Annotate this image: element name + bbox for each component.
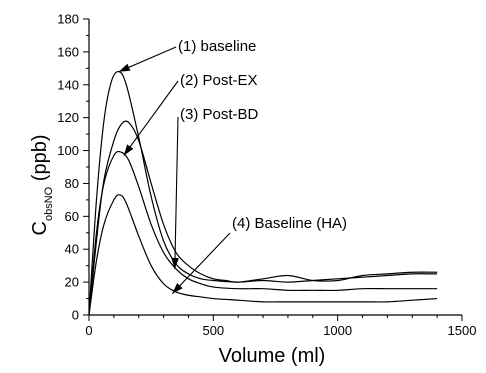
series-line-2 (88, 120, 438, 316)
y-tick-label: 180 (57, 12, 79, 27)
annotation-arrowhead-4 (172, 283, 183, 294)
y-tick-label: 0 (72, 308, 79, 323)
annotation-label-4: (4) Baseline (HA) (232, 215, 347, 232)
series-line-4 (88, 194, 438, 316)
y-tick-label: 20 (65, 275, 79, 290)
annotation-label-2: (2) Post-EX (180, 72, 258, 89)
annotation-arrowhead-1 (118, 63, 131, 72)
y-tick-label: 40 (65, 242, 79, 257)
major-ticks (83, 18, 463, 321)
y-axis-title-main: C (29, 221, 51, 235)
y-tick-label: 80 (65, 176, 79, 191)
x-tick-label: 1500 (448, 323, 477, 338)
y-tick-label: 120 (57, 110, 79, 125)
annotation-arrow-line-2 (123, 80, 179, 156)
y-axis-title-unit: (ppb) (29, 135, 51, 187)
tick-labels: 0 500 1000 1500 0 20 40 60 80 100 120 140 160 180 (57, 12, 476, 339)
x-axis-title: Volume (ml) (219, 345, 326, 367)
annotation-label-3: (3) Post-BD (180, 106, 259, 123)
y-axis-title-sub: obsNO (43, 186, 55, 221)
series-line-3 (88, 150, 438, 316)
y-axis-title: CobsNO (ppb) (29, 135, 55, 236)
x-tick-label: 0 (85, 323, 92, 338)
y-tick-label: 160 (57, 44, 79, 59)
annotation-arrowhead-3 (171, 257, 179, 269)
annotations-group: (1) baseline (2) Post-EX (3) Post-BD (4) Ba… (118, 38, 347, 295)
series-group (88, 70, 438, 316)
annotation-arrow-line-3 (174, 116, 179, 269)
y-tick-label: 60 (65, 209, 79, 224)
y-tick-label: 100 (57, 143, 79, 158)
x-tick-label: 1000 (323, 323, 352, 338)
x-tick-label: 500 (202, 323, 224, 338)
annotation-arrow-line-4 (171, 232, 231, 295)
annotation-arrowhead-2 (123, 144, 134, 156)
y-tick-label: 140 (57, 77, 79, 92)
annotation-label-1: (1) baseline (178, 38, 256, 55)
